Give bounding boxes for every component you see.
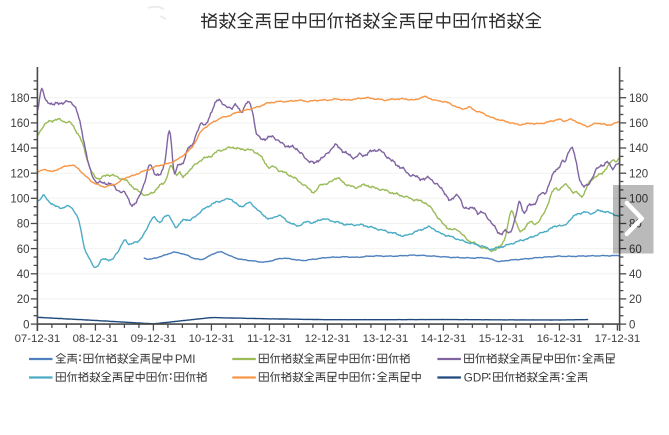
svg-text:160: 160 bbox=[629, 118, 648, 130]
svg-text:15-12-31: 15-12-31 bbox=[479, 333, 525, 345]
svg-text:20: 20 bbox=[17, 294, 30, 306]
svg-text:PMI: PMI bbox=[175, 353, 196, 366]
svg-text:07-12-31: 07-12-31 bbox=[15, 333, 61, 345]
svg-text:13-12-31: 13-12-31 bbox=[363, 333, 409, 345]
svg-text:100: 100 bbox=[10, 194, 29, 206]
svg-text:120: 120 bbox=[10, 168, 29, 180]
svg-text:08-12-31: 08-12-31 bbox=[73, 333, 119, 345]
svg-text:12-12-31: 12-12-31 bbox=[305, 333, 351, 345]
svg-text:0: 0 bbox=[23, 319, 29, 331]
svg-text:80: 80 bbox=[17, 219, 30, 231]
svg-text:0: 0 bbox=[629, 319, 635, 331]
svg-text:60: 60 bbox=[17, 244, 30, 256]
svg-text:14-12-31: 14-12-31 bbox=[421, 333, 467, 345]
svg-text:11-12-31: 11-12-31 bbox=[247, 333, 292, 345]
svg-text:40: 40 bbox=[629, 269, 642, 281]
svg-text:120: 120 bbox=[629, 168, 648, 180]
svg-text:10-12-31: 10-12-31 bbox=[189, 333, 235, 345]
svg-text:GDP: GDP bbox=[464, 372, 489, 385]
svg-text:140: 140 bbox=[10, 143, 29, 155]
svg-text:40: 40 bbox=[17, 269, 30, 281]
svg-text:160: 160 bbox=[10, 118, 29, 130]
svg-text:100: 100 bbox=[629, 194, 648, 206]
svg-text:17-12-31: 17-12-31 bbox=[595, 333, 641, 345]
svg-text:09-12-31: 09-12-31 bbox=[131, 333, 177, 345]
svg-text:16-12-31: 16-12-31 bbox=[537, 333, 583, 345]
svg-text:180: 180 bbox=[10, 93, 29, 105]
svg-text:60: 60 bbox=[629, 244, 642, 256]
svg-text:140: 140 bbox=[629, 143, 648, 155]
svg-text:180: 180 bbox=[629, 93, 648, 105]
svg-text:20: 20 bbox=[629, 294, 642, 306]
